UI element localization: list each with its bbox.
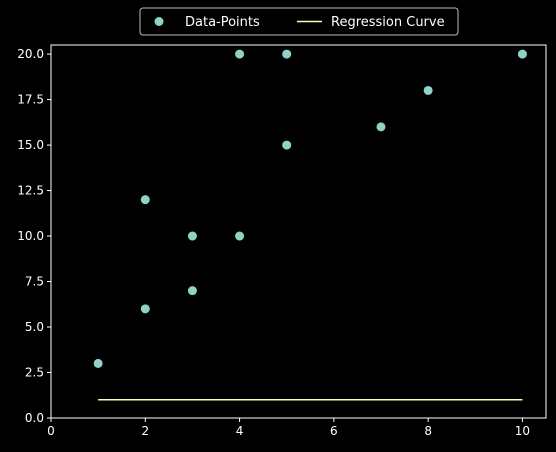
y-tick-label: 15.0 [17, 138, 44, 152]
y-tick-label: 7.5 [25, 275, 44, 289]
x-tick-label: 10 [515, 424, 530, 438]
plot-frame [50, 44, 547, 419]
legend-label-data-points: Data-Points [185, 15, 260, 30]
data-point [187, 286, 197, 296]
y-tick-label: 12.5 [17, 184, 44, 198]
y-tick-label: 5.0 [25, 320, 44, 334]
y-tick-label: 20.0 [17, 47, 44, 61]
y-tick-label: 2.5 [25, 366, 44, 380]
y-axis-ticks: 0.0 2.5 5.0 7.5 10.0 12.5 15.0 17.5 20.0 [17, 47, 51, 425]
y-tick-label: 0.0 [25, 411, 44, 425]
data-point [376, 122, 386, 132]
data-point [517, 49, 527, 59]
x-tick-label: 4 [236, 424, 244, 438]
x-axis-ticks: 0 2 4 6 8 10 [47, 418, 530, 438]
x-tick-label: 6 [330, 424, 338, 438]
legend-label-regression-curve: Regression Curve [331, 15, 445, 30]
data-point [235, 231, 245, 241]
y-tick-label: 17.5 [17, 93, 44, 107]
data-point [140, 304, 150, 314]
data-point [93, 358, 103, 368]
legend: Data-Points Regression Curve [139, 7, 459, 36]
plot-content [93, 49, 527, 401]
data-point [282, 49, 292, 59]
x-tick-label: 0 [47, 424, 55, 438]
x-tick-label: 2 [141, 424, 149, 438]
data-point [423, 85, 433, 95]
data-point [282, 140, 292, 150]
data-point [140, 195, 150, 205]
y-tick-label: 10.0 [17, 229, 44, 243]
legend-marker-data-points [154, 17, 164, 26]
x-tick-label: 8 [424, 424, 432, 438]
data-point [187, 231, 197, 241]
data-point [235, 49, 245, 59]
